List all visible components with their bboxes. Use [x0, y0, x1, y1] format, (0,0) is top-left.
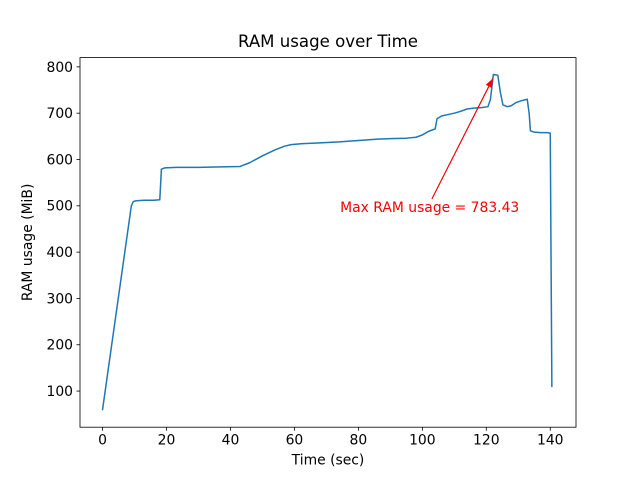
max-ram-annotation: Max RAM usage = 783.43: [340, 78, 519, 216]
x-tick-label: 120: [473, 432, 500, 448]
y-tick-label: 200: [46, 338, 73, 354]
x-tick-label: 100: [409, 432, 436, 448]
plot-area: [80, 57, 576, 428]
x-tick-label: 0: [98, 432, 107, 448]
x-tick-label: 80: [350, 432, 368, 448]
x-axis-ticks: 0 20 40 60 80 100 120 140: [98, 427, 564, 448]
x-tick-label: 40: [222, 432, 240, 448]
series-line-ram-usage: [101, 73, 553, 411]
y-axis-label: RAM usage (MiB): [20, 184, 36, 302]
x-tick-label: 140: [537, 432, 564, 448]
data-series: [101, 73, 553, 411]
y-tick-label: 600: [46, 152, 73, 168]
y-tick-label: 800: [46, 60, 73, 76]
y-tick-label: 100: [46, 384, 73, 400]
axes-frame: [79, 57, 577, 428]
y-tick-label: 700: [46, 106, 73, 122]
y-tick-label: 400: [46, 245, 73, 261]
x-tick-label: 20: [158, 432, 176, 448]
chart-title: RAM usage over Time: [238, 32, 418, 51]
y-tick-label: 500: [46, 199, 73, 215]
x-tick-label: 60: [286, 432, 304, 448]
annotation-arrow: [431, 78, 494, 200]
x-axis-label: Time (sec): [291, 453, 365, 469]
y-axis-ticks: 100 200 300 400 500 600 700 800: [46, 60, 80, 400]
annotation-label: Max RAM usage = 783.43: [340, 200, 519, 216]
y-tick-label: 300: [46, 291, 73, 307]
